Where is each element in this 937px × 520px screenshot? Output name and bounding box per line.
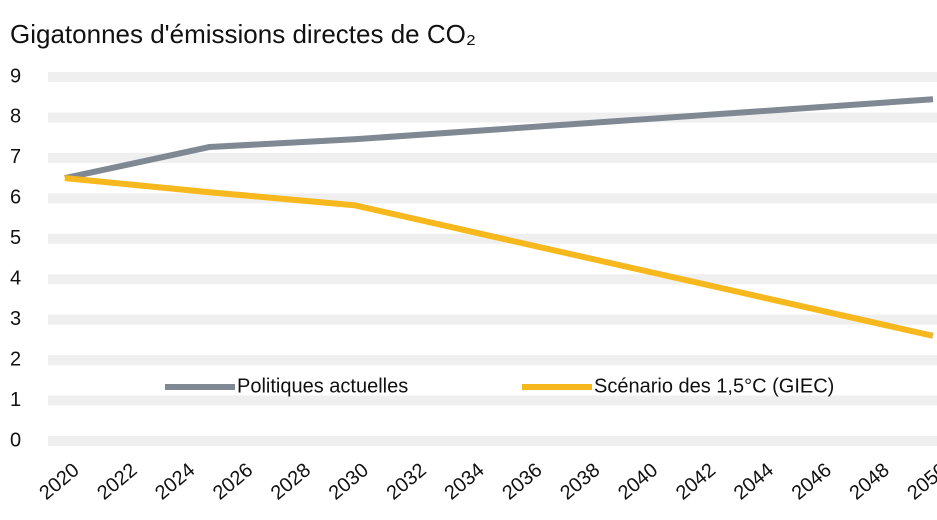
line-series	[64, 175, 934, 339]
x-tick-label: 2036	[498, 459, 546, 504]
x-tick-label: 2030	[325, 459, 373, 504]
y-tick-label: 9	[10, 65, 21, 87]
x-tick-label: 2040	[614, 459, 662, 504]
y-tick-label: 4	[10, 268, 21, 290]
y-tick-label: 2	[10, 348, 21, 370]
line-series	[64, 96, 934, 182]
chart-title: Gigatonnes d'émissions directes de CO₂	[10, 19, 476, 49]
x-tick-label: 2038	[556, 459, 604, 504]
x-tick-label: 2024	[151, 459, 199, 504]
x-tick-label: 2048	[846, 459, 894, 504]
x-tick-label: 2042	[672, 459, 720, 504]
y-tick-label: 6	[10, 187, 21, 209]
y-tick-label: 5	[10, 227, 21, 249]
y-tick-label: 1	[10, 389, 21, 411]
legend-label: Politiques actuelles	[237, 375, 408, 397]
y-tick-label: 8	[10, 106, 21, 128]
x-tick-label: 2026	[209, 459, 257, 504]
y-tick-label: 3	[10, 308, 21, 330]
x-tick-label: 2032	[383, 459, 431, 504]
x-tick-label: 2046	[788, 459, 836, 504]
y-tick-label: 7	[10, 146, 21, 168]
x-tick-label: 2028	[267, 459, 315, 504]
legend-label: Scénario des 1,5°C (GIEC)	[594, 375, 834, 397]
x-tick-label: 2034	[440, 459, 488, 504]
x-tick-label: 2050	[903, 459, 937, 504]
x-tick-label: 2044	[730, 459, 778, 504]
x-tick-label: 2020	[35, 459, 83, 504]
x-tick-label: 2022	[93, 459, 141, 504]
y-tick-label: 0	[10, 429, 21, 451]
